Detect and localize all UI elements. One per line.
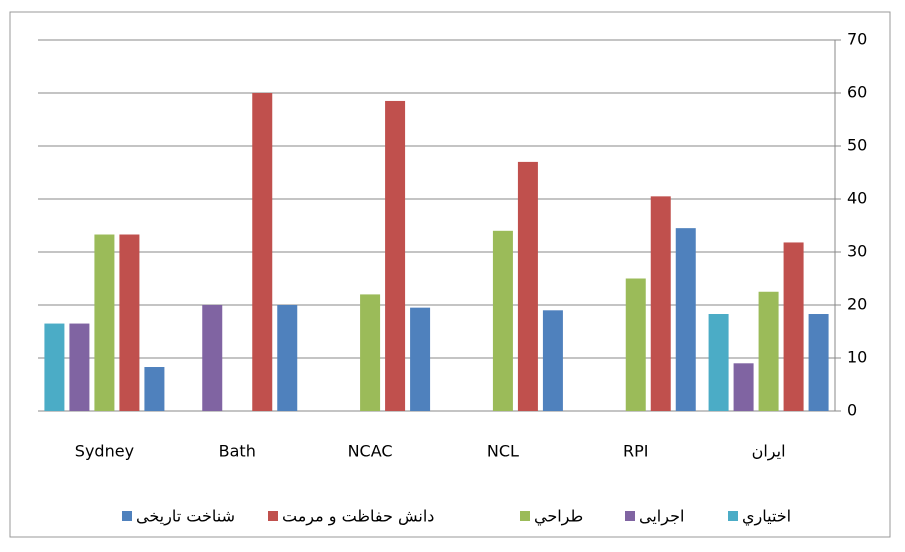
legend-label: اختياري	[742, 507, 791, 527]
bar	[94, 234, 115, 411]
bar	[277, 305, 298, 411]
bar	[758, 291, 779, 411]
bar	[69, 323, 90, 411]
bar	[252, 93, 273, 411]
bar	[708, 314, 729, 411]
y-tick-label: 0	[847, 401, 857, 420]
x-tick-label: Sydney	[75, 442, 134, 461]
legend-label: شناخت تاريخى	[136, 507, 235, 527]
y-tick-label: 10	[847, 348, 867, 367]
bar	[410, 307, 431, 411]
legend-label: اجرايى	[639, 507, 684, 527]
bar	[44, 323, 65, 411]
y-tick-label: 40	[847, 189, 867, 208]
bar	[517, 161, 538, 411]
y-tick-label: 30	[847, 242, 867, 261]
legend-swatch	[625, 511, 635, 521]
x-tick-label: NCAC	[348, 442, 393, 461]
bar	[650, 196, 671, 411]
legend-label: طراحي	[534, 507, 583, 527]
bar	[119, 234, 140, 411]
chart-border	[9, 11, 891, 538]
legend-swatch	[520, 511, 530, 521]
bar	[625, 278, 646, 411]
y-tick-label: 50	[847, 136, 867, 155]
bar	[360, 294, 381, 411]
bar	[783, 242, 804, 411]
bar	[144, 367, 165, 411]
bar	[808, 314, 829, 411]
x-tick-label: Bath	[219, 442, 256, 461]
legend-swatch	[728, 511, 738, 521]
y-tick-label: 60	[847, 83, 867, 102]
bar	[385, 100, 406, 411]
legend-swatch	[268, 511, 278, 521]
x-tick-label: RPI	[623, 442, 648, 461]
bar	[492, 230, 513, 411]
bar	[733, 363, 754, 411]
bar	[202, 305, 223, 411]
bar	[675, 228, 696, 411]
x-tick-label: NCL	[487, 442, 519, 461]
y-tick-label: 70	[847, 30, 867, 49]
y-tick-label: 20	[847, 295, 867, 314]
legend-swatch	[122, 511, 132, 521]
bar	[542, 310, 563, 411]
legend-label: دانش حفاظت و مرمت	[282, 507, 434, 527]
x-tick-label: ایران	[752, 442, 786, 462]
